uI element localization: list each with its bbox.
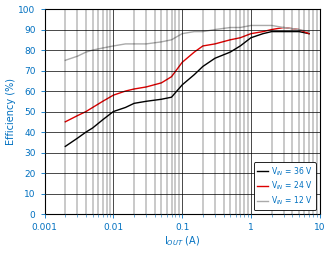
V$_{IN}$ = 24 V	[169, 75, 173, 78]
V$_{IN}$ = 12 V	[213, 28, 217, 31]
V$_{IN}$ = 24 V	[91, 106, 95, 109]
V$_{IN}$ = 24 V	[192, 51, 196, 54]
V$_{IN}$ = 12 V	[270, 24, 274, 27]
V$_{IN}$ = 24 V	[270, 28, 274, 31]
V$_{IN}$ = 12 V	[249, 24, 253, 27]
V$_{IN}$ = 36 V	[63, 145, 67, 148]
V$_{IN}$ = 36 V	[307, 32, 311, 35]
V$_{IN}$ = 24 V	[201, 44, 205, 47]
V$_{IN}$ = 24 V	[101, 100, 105, 103]
V$_{IN}$ = 36 V	[132, 102, 136, 105]
V$_{IN}$ = 36 V	[261, 32, 265, 35]
V$_{IN}$ = 36 V	[84, 131, 88, 134]
V$_{IN}$ = 12 V	[169, 38, 173, 41]
V$_{IN}$ = 12 V	[261, 24, 265, 27]
V$_{IN}$ = 36 V	[112, 110, 116, 113]
V$_{IN}$ = 24 V	[282, 26, 286, 29]
V$_{IN}$ = 12 V	[144, 42, 148, 45]
V$_{IN}$ = 24 V	[261, 30, 265, 33]
V$_{IN}$ = 12 V	[238, 26, 242, 29]
V$_{IN}$ = 36 V	[228, 51, 232, 54]
V$_{IN}$ = 36 V	[282, 30, 286, 33]
V$_{IN}$ = 36 V	[297, 30, 301, 33]
V$_{IN}$ = 12 V	[123, 42, 127, 45]
V$_{IN}$ = 36 V	[144, 100, 148, 103]
V$_{IN}$ = 24 V	[75, 114, 79, 117]
V$_{IN}$ = 24 V	[132, 87, 136, 90]
V$_{IN}$ = 36 V	[201, 65, 205, 68]
V$_{IN}$ = 24 V	[112, 94, 116, 97]
V$_{IN}$ = 12 V	[201, 30, 205, 33]
V$_{IN}$ = 12 V	[75, 55, 79, 58]
V$_{IN}$ = 12 V	[91, 49, 95, 52]
V$_{IN}$ = 12 V	[180, 32, 184, 35]
V$_{IN}$ = 12 V	[160, 40, 164, 43]
Line: V$_{IN}$ = 36 V: V$_{IN}$ = 36 V	[65, 31, 309, 146]
V$_{IN}$ = 24 V	[307, 32, 311, 35]
V$_{IN}$ = 12 V	[132, 42, 136, 45]
V$_{IN}$ = 24 V	[144, 85, 148, 88]
V$_{IN}$ = 24 V	[228, 38, 232, 41]
V$_{IN}$ = 36 V	[169, 96, 173, 99]
Y-axis label: Efficiency (%): Efficiency (%)	[6, 78, 16, 145]
Legend: V$_{IN}$ = 36 V, V$_{IN}$ = 24 V, V$_{IN}$ = 12 V: V$_{IN}$ = 36 V, V$_{IN}$ = 24 V, V$_{IN…	[254, 162, 316, 210]
V$_{IN}$ = 12 V	[101, 46, 105, 50]
V$_{IN}$ = 12 V	[63, 59, 67, 62]
V$_{IN}$ = 12 V	[228, 26, 232, 29]
X-axis label: I$_{OUT}$ (A): I$_{OUT}$ (A)	[164, 235, 200, 248]
Line: V$_{IN}$ = 12 V: V$_{IN}$ = 12 V	[65, 25, 309, 60]
V$_{IN}$ = 24 V	[84, 110, 88, 113]
V$_{IN}$ = 36 V	[213, 57, 217, 60]
V$_{IN}$ = 12 V	[192, 30, 196, 33]
V$_{IN}$ = 24 V	[213, 42, 217, 45]
Line: V$_{IN}$ = 24 V: V$_{IN}$ = 24 V	[65, 27, 309, 122]
V$_{IN}$ = 36 V	[75, 137, 79, 140]
V$_{IN}$ = 36 V	[180, 83, 184, 86]
V$_{IN}$ = 36 V	[238, 44, 242, 47]
V$_{IN}$ = 12 V	[297, 28, 301, 31]
V$_{IN}$ = 24 V	[297, 28, 301, 31]
V$_{IN}$ = 36 V	[270, 30, 274, 33]
V$_{IN}$ = 24 V	[63, 120, 67, 123]
V$_{IN}$ = 12 V	[84, 51, 88, 54]
V$_{IN}$ = 12 V	[282, 26, 286, 29]
V$_{IN}$ = 12 V	[307, 30, 311, 33]
V$_{IN}$ = 24 V	[160, 81, 164, 84]
V$_{IN}$ = 24 V	[249, 32, 253, 35]
V$_{IN}$ = 36 V	[101, 118, 105, 121]
V$_{IN}$ = 36 V	[192, 73, 196, 76]
V$_{IN}$ = 24 V	[238, 36, 242, 39]
V$_{IN}$ = 36 V	[91, 126, 95, 130]
V$_{IN}$ = 36 V	[123, 106, 127, 109]
V$_{IN}$ = 36 V	[249, 36, 253, 39]
V$_{IN}$ = 24 V	[180, 61, 184, 64]
V$_{IN}$ = 12 V	[112, 44, 116, 47]
V$_{IN}$ = 36 V	[160, 98, 164, 101]
V$_{IN}$ = 24 V	[123, 89, 127, 92]
